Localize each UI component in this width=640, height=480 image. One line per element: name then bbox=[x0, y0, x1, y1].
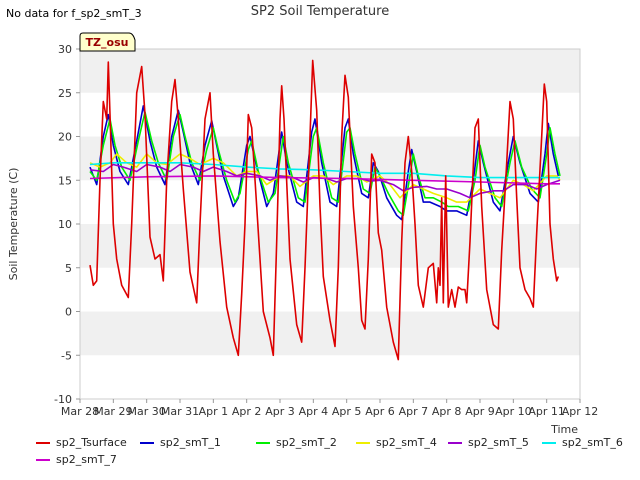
legend-label: sp2_smT_1 bbox=[160, 436, 221, 449]
y-axis-label: Soil Temperature (C) bbox=[7, 168, 20, 281]
legend-item: sp2_smT_1 bbox=[140, 436, 221, 450]
x-axis-label: Time bbox=[550, 423, 578, 436]
y-ticks: -10 -5 0 5 10 15 20 25 30 bbox=[54, 43, 80, 406]
x-tick-label: Apr 11 bbox=[528, 405, 565, 418]
legend-label: sp2_Tsurface bbox=[56, 436, 127, 449]
legend-swatch bbox=[140, 442, 154, 444]
y-tick-label: 25 bbox=[58, 87, 72, 100]
legend-label: sp2_smT_2 bbox=[276, 436, 337, 449]
y-tick-label: 20 bbox=[58, 131, 72, 144]
x-tick-label: Apr 10 bbox=[495, 405, 532, 418]
y-tick-label: 15 bbox=[58, 174, 72, 187]
tz-badge-label: TZ_osu bbox=[86, 36, 129, 49]
legend-label: sp2_smT_6 bbox=[562, 436, 623, 449]
y-tick-label: 10 bbox=[58, 218, 72, 231]
legend-swatch bbox=[256, 442, 270, 444]
x-tick-label: Apr 7 bbox=[399, 405, 429, 418]
x-tick-label: Apr 6 bbox=[365, 405, 395, 418]
tz-badge-box bbox=[79, 32, 136, 52]
x-tick-label: Apr 5 bbox=[332, 405, 362, 418]
x-tick-label: Apr 3 bbox=[265, 405, 295, 418]
x-tick-label: Apr 1 bbox=[199, 405, 229, 418]
legend-item: sp2_smT_6 bbox=[542, 436, 623, 450]
y-tick-label: -10 bbox=[54, 393, 72, 406]
legend-label: sp2_smT_5 bbox=[468, 436, 529, 449]
tz-badge: TZ_osu bbox=[79, 32, 136, 52]
y-tick-label: 0 bbox=[65, 306, 72, 319]
legend-swatch bbox=[448, 442, 462, 444]
no-data-note: No data for f_sp2_smT_3 bbox=[6, 7, 142, 20]
legend-swatch bbox=[36, 459, 50, 461]
x-tick-label: Apr 12 bbox=[562, 405, 599, 418]
series-line-sp2_Tsurface bbox=[89, 59, 560, 361]
series-line-sp2_smT_6 bbox=[89, 162, 560, 179]
series-line-sp2_smT_7 bbox=[89, 175, 560, 185]
legend-label: sp2_smT_4 bbox=[376, 436, 437, 449]
x-tick-label: Mar 29 bbox=[94, 405, 132, 418]
legend-swatch bbox=[36, 442, 50, 444]
legend-swatch bbox=[356, 442, 370, 444]
y-tick-label: 5 bbox=[65, 262, 72, 275]
legend-item: sp2_smT_2 bbox=[256, 436, 337, 450]
x-tick-label: Apr 4 bbox=[299, 405, 329, 418]
legend-item: sp2_smT_7 bbox=[36, 453, 117, 467]
legend-item: sp2_smT_4 bbox=[356, 436, 437, 450]
x-tick-label: Apr 8 bbox=[432, 405, 462, 418]
legend-label: sp2_smT_7 bbox=[56, 453, 117, 466]
legend-item: sp2_smT_5 bbox=[448, 436, 529, 450]
chart-title: SP2 Soil Temperature bbox=[251, 4, 389, 19]
x-tick-label: Mar 31 bbox=[161, 405, 199, 418]
x-tick-label: Apr 2 bbox=[232, 405, 262, 418]
series-lines bbox=[89, 59, 561, 361]
x-tick-label: Mar 30 bbox=[128, 405, 166, 418]
grid-band bbox=[80, 49, 580, 93]
grid-band bbox=[80, 224, 580, 268]
legend-swatch bbox=[542, 442, 556, 444]
x-tick-label: Mar 28 bbox=[61, 405, 99, 418]
y-tick-label: 30 bbox=[58, 43, 72, 56]
y-tick-label: -5 bbox=[61, 349, 72, 362]
legend-item: sp2_Tsurface bbox=[36, 436, 127, 450]
x-tick-label: Apr 9 bbox=[465, 405, 495, 418]
